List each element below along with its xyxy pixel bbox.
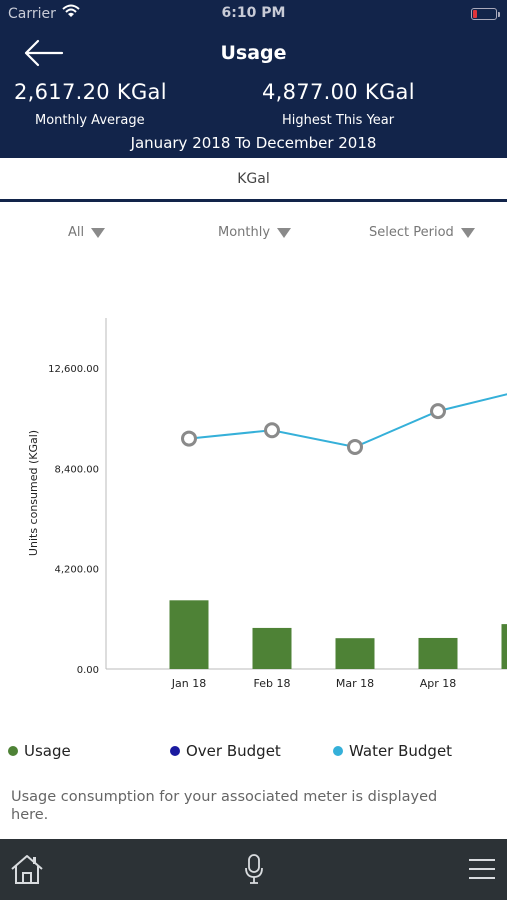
y-axis-label: Units consumed (KGal) bbox=[27, 430, 40, 556]
status-time: 6:10 PM bbox=[221, 5, 286, 21]
x-tick-label: Mar 18 bbox=[336, 677, 374, 690]
meter-filter-label: All bbox=[68, 225, 85, 240]
interval-filter-dropdown[interactable]: Monthly bbox=[218, 225, 292, 240]
interval-filter-label: Monthly bbox=[218, 225, 271, 240]
legend-label: Over Budget bbox=[186, 742, 281, 760]
status-bar: Carrier 6:10 PM bbox=[0, 0, 507, 28]
highest-label: Highest This Year bbox=[282, 113, 395, 128]
legend-item-over-budget: Over Budget bbox=[170, 742, 281, 760]
y-tick-label: 12,600.00 bbox=[48, 364, 99, 375]
x-tick-label: Jan 18 bbox=[171, 677, 206, 690]
highest-value: 4,877.00 KGal bbox=[262, 80, 415, 104]
usage-bar bbox=[252, 627, 292, 669]
y-tick-label: 0.00 bbox=[77, 665, 99, 676]
usage-bar bbox=[335, 638, 375, 669]
tab-kgal[interactable]: KGal bbox=[0, 158, 507, 202]
legend-dot bbox=[8, 746, 18, 756]
chevron-down-icon bbox=[91, 227, 106, 238]
header: Carrier 6:10 PM Usage 2,617.20 KGal Mont… bbox=[0, 0, 507, 158]
y-tick-label: 8,400.00 bbox=[54, 464, 99, 475]
legend-dot bbox=[170, 746, 180, 756]
water-budget-point bbox=[264, 422, 280, 439]
page-title: Usage bbox=[220, 42, 287, 64]
usage-bar bbox=[169, 600, 209, 669]
usage-note: Usage consumption for your associated me… bbox=[11, 789, 438, 823]
legend-item-water-budget: Water Budget bbox=[333, 742, 452, 760]
legend-label: Usage bbox=[24, 742, 71, 760]
chevron-down-icon bbox=[277, 227, 292, 238]
menu-icon[interactable] bbox=[467, 857, 497, 885]
water-budget-line bbox=[188, 393, 507, 448]
legend-dot bbox=[333, 746, 343, 756]
water-budget-point bbox=[430, 403, 446, 420]
monthly-average-value: 2,617.20 KGal bbox=[14, 80, 167, 104]
period-range: January 2018 To December 2018 bbox=[130, 134, 377, 152]
usage-chart: Units consumed (KGal) 0.00 4,200.00 8,400.… bbox=[27, 318, 507, 690]
chevron-down-icon bbox=[460, 227, 475, 238]
usage-bar bbox=[418, 637, 458, 669]
meter-filter-dropdown[interactable]: All bbox=[68, 225, 106, 240]
period-filter-label: Select Period bbox=[369, 225, 454, 240]
x-tick-label: Feb 18 bbox=[254, 677, 291, 690]
microphone-icon[interactable] bbox=[243, 853, 265, 889]
water-budget-point bbox=[181, 430, 197, 447]
legend-label: Water Budget bbox=[349, 742, 453, 760]
back-arrow-icon[interactable] bbox=[22, 38, 64, 68]
monthly-average-label: Monthly Average bbox=[35, 113, 145, 128]
water-budget-point bbox=[347, 438, 363, 455]
usage-bar bbox=[501, 624, 507, 669]
y-tick-label: 4,200.00 bbox=[54, 565, 99, 576]
chart-legend: Usage Over Budget Water Budget bbox=[0, 742, 507, 764]
bottom-nav bbox=[0, 839, 507, 900]
period-filter-dropdown[interactable]: Select Period bbox=[369, 225, 475, 240]
legend-item-usage: Usage bbox=[8, 742, 71, 760]
home-icon[interactable] bbox=[10, 853, 44, 889]
wifi-icon bbox=[62, 4, 80, 22]
battery-icon bbox=[471, 8, 500, 20]
x-tick-label: Apr 18 bbox=[420, 677, 457, 690]
carrier-label: Carrier bbox=[8, 6, 56, 22]
